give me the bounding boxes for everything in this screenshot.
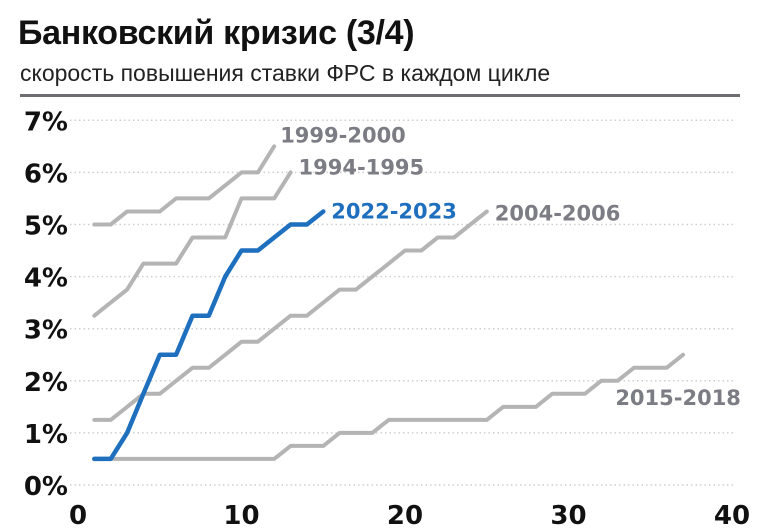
y-tick-label: 7% xyxy=(24,107,68,137)
header-divider xyxy=(20,94,740,97)
series-label: 2015-2018 xyxy=(615,386,741,410)
y-tick-label: 3% xyxy=(24,316,68,346)
x-axis: 0 10 20 30 40 xyxy=(69,501,750,530)
series-line-1994-1995 xyxy=(92,170,293,318)
y-tick-label: 4% xyxy=(24,264,68,294)
x-tick-label: 20 xyxy=(387,501,423,530)
y-tick-label: 2% xyxy=(24,368,68,398)
series-lines xyxy=(92,144,685,462)
series-label: 1994-1995 xyxy=(299,155,425,179)
y-tick-label: 0% xyxy=(24,472,68,502)
y-tick-label: 5% xyxy=(24,212,68,242)
grid-lines xyxy=(70,119,735,486)
y-axis: 0% 1% 2% 3% 4% 5% 6% 7% xyxy=(24,107,68,502)
y-tick-label: 1% xyxy=(24,420,68,450)
series-label: 2004-2006 xyxy=(495,201,621,225)
series-labels: 1999-2000 1994-1995 2022-2023 2004-2006 2015… xyxy=(280,123,741,409)
series-line-1999-2000 xyxy=(92,144,277,227)
x-tick-label: 40 xyxy=(714,501,750,530)
chart-title: Банковский кризис (3/4) xyxy=(18,14,415,52)
series-line-2004-2006 xyxy=(92,209,489,422)
series-line-2015-2018 xyxy=(92,352,685,461)
series-line-2022-2023 xyxy=(92,209,326,462)
series-label: 2022-2023 xyxy=(331,199,457,223)
y-tick-label: 6% xyxy=(24,159,68,189)
x-tick-label: 10 xyxy=(223,501,259,530)
x-tick-label: 0 xyxy=(69,501,87,530)
series-label: 1999-2000 xyxy=(280,123,406,147)
chart-subtitle: скорость повышения ставки ФРС в каждом ц… xyxy=(20,60,551,86)
x-tick-label: 30 xyxy=(550,501,586,530)
